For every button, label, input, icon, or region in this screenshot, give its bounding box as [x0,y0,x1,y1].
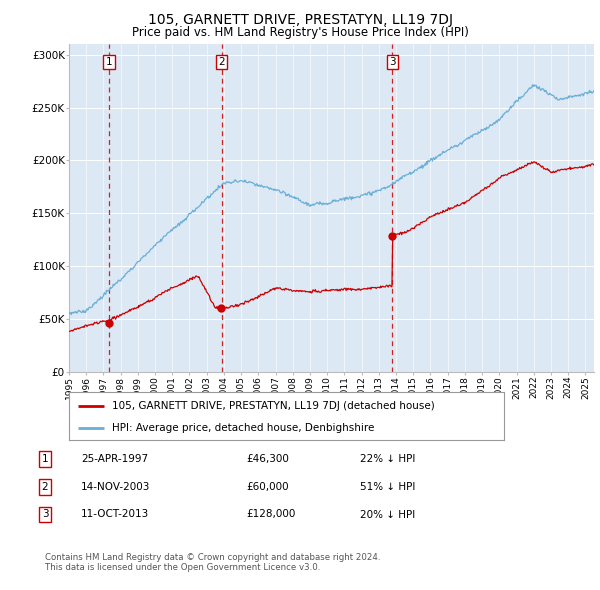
Text: 1: 1 [106,57,112,67]
Text: 25-APR-1997: 25-APR-1997 [81,454,148,464]
Text: 14-NOV-2003: 14-NOV-2003 [81,482,151,491]
Text: £128,000: £128,000 [246,510,295,519]
Text: Contains HM Land Registry data © Crown copyright and database right 2024.: Contains HM Land Registry data © Crown c… [45,553,380,562]
Text: 105, GARNETT DRIVE, PRESTATYN, LL19 7DJ (detached house): 105, GARNETT DRIVE, PRESTATYN, LL19 7DJ … [113,401,435,411]
Text: 22% ↓ HPI: 22% ↓ HPI [360,454,415,464]
Text: 1: 1 [41,454,49,464]
Text: £60,000: £60,000 [246,482,289,491]
Text: 2: 2 [218,57,225,67]
Text: 105, GARNETT DRIVE, PRESTATYN, LL19 7DJ: 105, GARNETT DRIVE, PRESTATYN, LL19 7DJ [148,13,452,27]
Text: 3: 3 [41,510,49,519]
Text: £46,300: £46,300 [246,454,289,464]
Text: 51% ↓ HPI: 51% ↓ HPI [360,482,415,491]
Text: 20% ↓ HPI: 20% ↓ HPI [360,510,415,519]
Text: Price paid vs. HM Land Registry's House Price Index (HPI): Price paid vs. HM Land Registry's House … [131,26,469,39]
Text: 3: 3 [389,57,395,67]
Text: 11-OCT-2013: 11-OCT-2013 [81,510,149,519]
Text: 2: 2 [41,482,49,491]
Text: HPI: Average price, detached house, Denbighshire: HPI: Average price, detached house, Denb… [113,423,375,432]
Text: This data is licensed under the Open Government Licence v3.0.: This data is licensed under the Open Gov… [45,563,320,572]
